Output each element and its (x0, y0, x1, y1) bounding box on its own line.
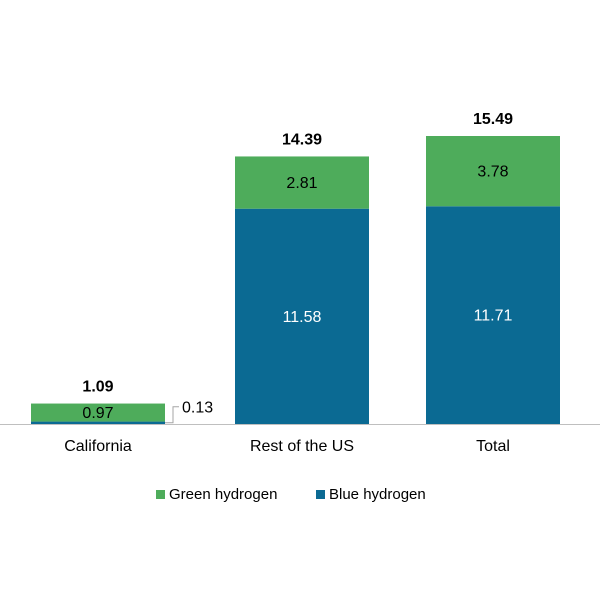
legend-swatch-green-hydrogen (156, 490, 165, 499)
legend-label-green-hydrogen: Green hydrogen (169, 486, 277, 503)
total-label-total: 15.49 (473, 111, 513, 128)
bar-green-hydrogen-rest-of-the-us (235, 156, 369, 209)
segment-label-green-california: 0.97 (82, 405, 113, 422)
category-label-total: Total (476, 438, 510, 455)
bar-blue-hydrogen-total (426, 206, 560, 424)
segment-label-blue-rest-of-the-us: 11.58 (283, 309, 322, 326)
bar-green-hydrogen-california (31, 403, 165, 422)
legend-label-blue-hydrogen: Blue hydrogen (329, 486, 426, 503)
legend-swatch-blue-hydrogen (316, 490, 325, 499)
bars-layer (31, 136, 560, 424)
bar-blue-hydrogen-california (31, 421, 165, 424)
bar-green-hydrogen-total (426, 136, 560, 207)
legend: Green hydrogen Blue hydrogen (156, 486, 426, 503)
category-label-rest-of-the-us: Rest of the US (250, 438, 354, 455)
segment-label-blue-california: 0.13 (182, 399, 213, 416)
segment-label-green-total: 3.78 (477, 164, 508, 181)
callout-line-blue-california (165, 406, 179, 424)
total-label-california: 1.09 (82, 379, 113, 396)
total-label-rest-of-the-us: 14.39 (282, 131, 322, 148)
segment-label-green-rest-of-the-us: 2.81 (286, 175, 317, 192)
labels-layer: 1.09 0.97 0.13 California 14.39 2.81 11.58 Rest… (64, 111, 513, 455)
category-label-california: California (64, 438, 132, 455)
bar-blue-hydrogen-rest-of-the-us (235, 208, 369, 424)
segment-label-blue-total: 11.71 (474, 308, 513, 325)
